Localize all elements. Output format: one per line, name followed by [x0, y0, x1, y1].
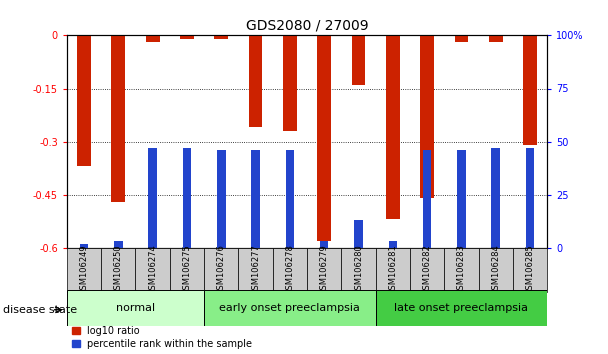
Bar: [444, 248, 478, 292]
Bar: [523, 35, 537, 145]
Bar: [217, 150, 226, 248]
Text: GSM106250: GSM106250: [114, 245, 123, 295]
Bar: [478, 248, 513, 292]
Text: GSM106275: GSM106275: [182, 245, 192, 295]
Title: GDS2080 / 27009: GDS2080 / 27009: [246, 19, 368, 33]
Bar: [320, 241, 328, 248]
Bar: [204, 248, 238, 292]
Bar: [80, 244, 88, 248]
Bar: [491, 148, 500, 248]
Text: GSM106249: GSM106249: [80, 245, 89, 295]
Text: GSM106277: GSM106277: [251, 245, 260, 295]
Bar: [114, 241, 123, 248]
Bar: [273, 248, 307, 292]
Bar: [238, 248, 273, 292]
Bar: [251, 150, 260, 248]
Bar: [489, 35, 503, 42]
Bar: [341, 248, 376, 292]
Text: GSM106281: GSM106281: [389, 245, 397, 295]
Bar: [420, 35, 434, 198]
Bar: [317, 35, 331, 241]
Text: GSM106282: GSM106282: [423, 245, 432, 295]
Bar: [148, 148, 157, 248]
Bar: [386, 35, 399, 219]
Text: GSM106284: GSM106284: [491, 245, 500, 295]
Bar: [249, 35, 263, 127]
Bar: [182, 148, 192, 248]
Text: disease state: disease state: [3, 305, 77, 315]
Text: GSM106280: GSM106280: [354, 245, 363, 295]
Bar: [67, 290, 204, 326]
Bar: [215, 35, 228, 39]
Text: GSM106276: GSM106276: [217, 245, 226, 295]
Text: GSM106283: GSM106283: [457, 245, 466, 295]
Text: late onset preeclampsia: late onset preeclampsia: [395, 303, 528, 313]
Bar: [286, 150, 294, 248]
Bar: [101, 248, 136, 292]
Text: GSM106278: GSM106278: [285, 245, 294, 295]
Bar: [67, 248, 101, 292]
Bar: [307, 248, 341, 292]
Bar: [77, 35, 91, 166]
Bar: [526, 148, 534, 248]
Text: GSM106274: GSM106274: [148, 245, 157, 295]
Legend: log10 ratio, percentile rank within the sample: log10 ratio, percentile rank within the …: [72, 326, 252, 349]
Bar: [146, 35, 159, 42]
Bar: [180, 35, 194, 39]
Bar: [457, 150, 466, 248]
Bar: [423, 150, 432, 248]
Bar: [136, 248, 170, 292]
Bar: [376, 248, 410, 292]
Text: GSM106279: GSM106279: [320, 245, 329, 295]
Bar: [410, 248, 444, 292]
Text: early onset preeclampsia: early onset preeclampsia: [219, 303, 361, 313]
Bar: [389, 241, 397, 248]
Bar: [354, 220, 363, 248]
Bar: [204, 290, 376, 326]
Bar: [351, 35, 365, 85]
Text: normal: normal: [116, 303, 155, 313]
Bar: [376, 290, 547, 326]
Bar: [455, 35, 468, 42]
Bar: [283, 35, 297, 131]
Bar: [513, 248, 547, 292]
Text: GSM106285: GSM106285: [525, 245, 534, 295]
Bar: [111, 35, 125, 202]
Bar: [170, 248, 204, 292]
